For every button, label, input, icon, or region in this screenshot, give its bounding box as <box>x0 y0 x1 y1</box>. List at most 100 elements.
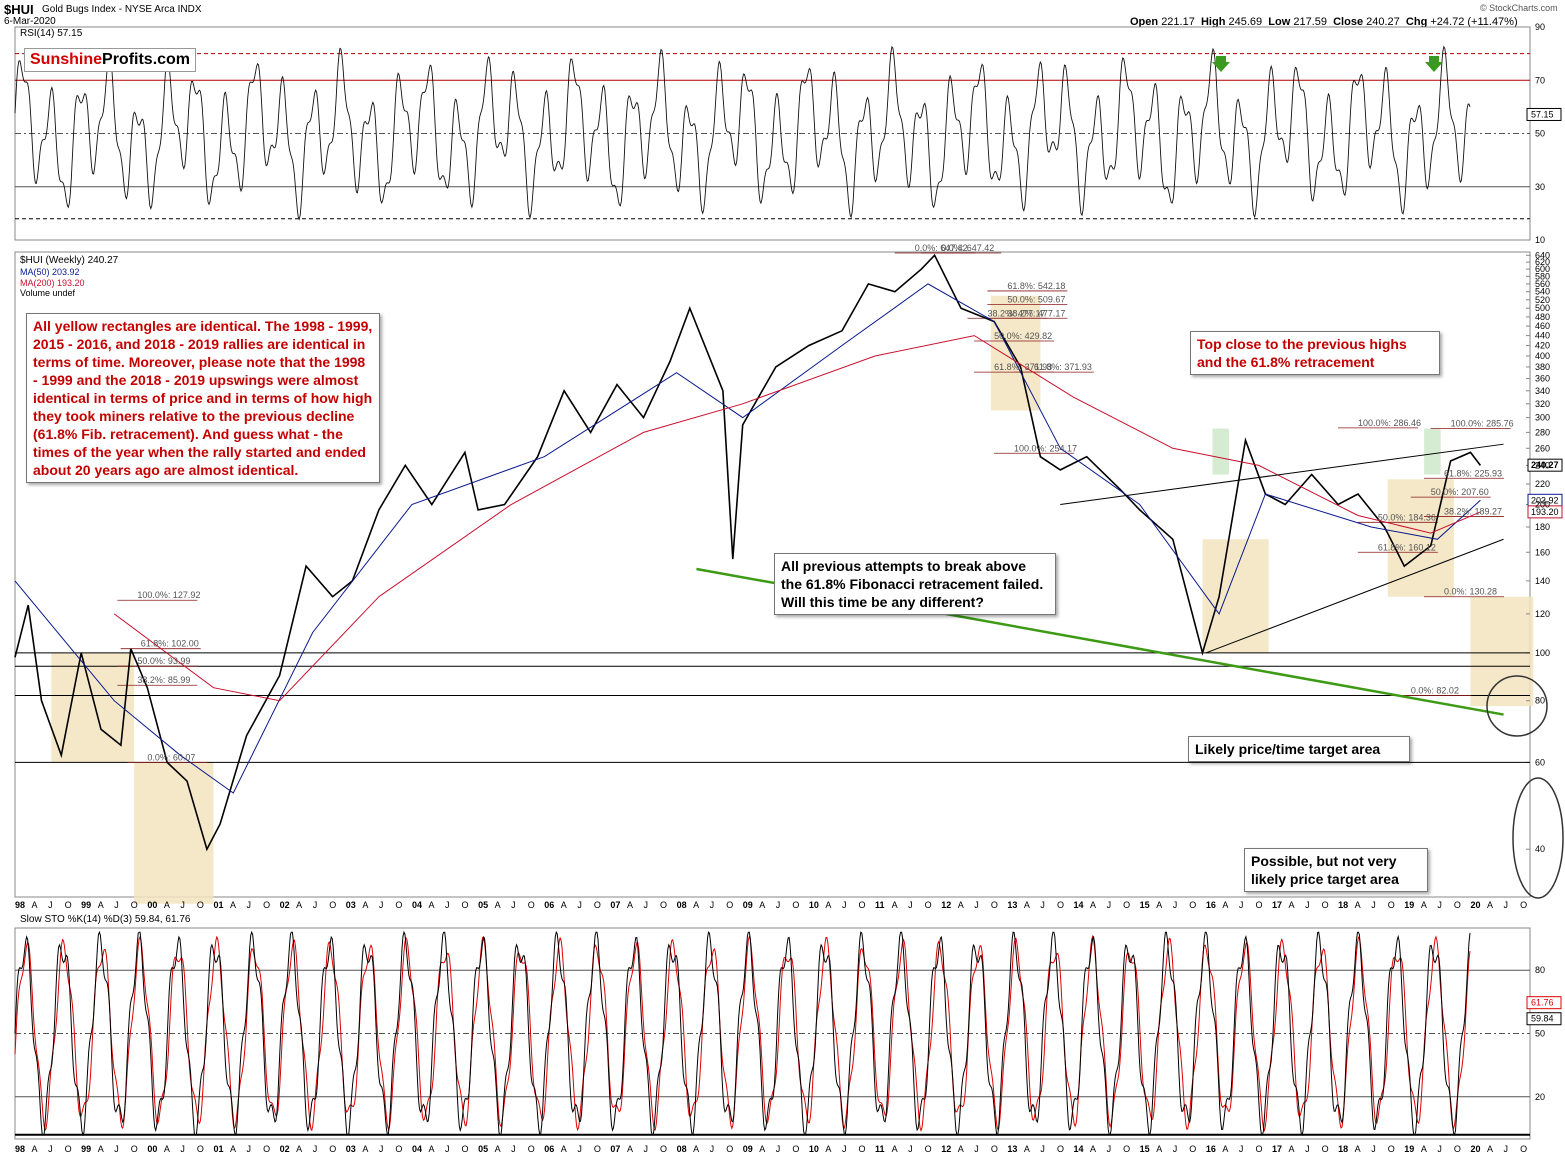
x-axis-label-bottom: 06 <box>544 1144 554 1154</box>
fib-label: 61.8%: 160.12 <box>1378 542 1436 552</box>
x-axis-label: A <box>1222 900 1228 910</box>
x-axis-label: 05 <box>478 900 488 910</box>
x-axis-label-bottom: A <box>98 1144 104 1154</box>
x-axis-label-bottom: O <box>1255 1144 1262 1154</box>
price-tick-label: 360 <box>1535 374 1550 384</box>
fib-label: 50.0%: 93.99 <box>137 656 190 666</box>
x-axis-label: A <box>561 900 567 910</box>
x-axis-label: A <box>1024 900 1030 910</box>
sto-d-line <box>14 934 1471 1133</box>
x-axis-label: O <box>1520 900 1527 910</box>
high-value: 245.69 <box>1228 16 1263 28</box>
sto-k-line <box>14 930 1471 1137</box>
x-axis-label-bottom: O <box>462 1144 469 1154</box>
price-tick-label: 640 <box>1535 250 1550 260</box>
x-axis-label-bottom: O <box>1057 1144 1064 1154</box>
volume-legend: Volume undef <box>20 288 76 298</box>
logo-part1: Sunshine <box>30 51 103 68</box>
x-axis-label-bottom: J <box>247 1144 252 1154</box>
annotation-top: Top close to the previous highs and the … <box>1190 331 1440 375</box>
price-tick-label: 500 <box>1535 303 1550 313</box>
resistance-line <box>1060 443 1504 505</box>
x-axis-label: J <box>379 900 384 910</box>
x-axis-label-bottom: 98 <box>15 1144 25 1154</box>
x-axis-label: A <box>627 900 633 910</box>
price-tick-label: 300 <box>1535 413 1550 423</box>
x-axis-label-bottom: O <box>1388 1144 1395 1154</box>
green-rectangle <box>1212 428 1229 475</box>
x-axis-label: J <box>114 900 119 910</box>
x-axis-label-bottom: A <box>958 1144 964 1154</box>
close-value: 240.27 <box>1366 16 1400 28</box>
stockcharts-credit: © StockCharts.com <box>1480 3 1558 13</box>
yellow-rectangle <box>990 295 1041 411</box>
x-axis-label-bottom: O <box>395 1144 402 1154</box>
x-axis-label-bottom: 01 <box>213 1144 223 1154</box>
x-axis-label-bottom: 04 <box>412 1144 422 1154</box>
x-axis-label-bottom: A <box>825 1144 831 1154</box>
chg-value: +24.72 (+11.47%) <box>1430 16 1518 28</box>
x-axis-label: O <box>991 900 998 910</box>
low-value: 217.59 <box>1293 16 1327 28</box>
x-axis-label: 07 <box>610 900 620 910</box>
price-tick-label: 340 <box>1535 386 1550 396</box>
x-axis-label: 18 <box>1338 900 1348 910</box>
fib-label: 0.0%: 130.28 <box>1444 587 1497 597</box>
sto-k-value-box <box>1526 1012 1562 1026</box>
sto-k-value: 59.84 <box>1531 1014 1554 1024</box>
x-axis-label-bottom: 10 <box>809 1144 819 1154</box>
price-tick-label: 280 <box>1535 427 1550 437</box>
x-axis-label: A <box>759 900 765 910</box>
x-axis-label: O <box>1189 900 1196 910</box>
x-axis-label-bottom: A <box>892 1144 898 1154</box>
x-axis-label: 17 <box>1272 900 1282 910</box>
fib-label: 50.0%: 207.60 <box>1431 487 1489 497</box>
price-legend: $HUI (Weekly) 240.27 <box>20 255 119 266</box>
x-axis-label: 15 <box>1140 900 1150 910</box>
x-axis-label-bottom: O <box>329 1144 336 1154</box>
fib-label: 61.8%: 542.18 <box>1007 281 1065 291</box>
x-axis-label-bottom: A <box>428 1144 434 1154</box>
x-axis-label: J <box>974 900 979 910</box>
x-axis-label: O <box>660 900 667 910</box>
x-axis-label: A <box>98 900 104 910</box>
fib-label: 50.0%: 184.36 <box>1378 512 1436 522</box>
sunshine-profits-logo: SunshineProfits.com <box>24 48 197 72</box>
fib-label: 0.0%: 60.07 <box>147 752 195 762</box>
fib-label: 100.0%: 286.46 <box>1358 418 1421 428</box>
x-axis-label-bottom: J <box>842 1144 847 1154</box>
x-axis-label: A <box>230 900 236 910</box>
x-axis-label-bottom: J <box>710 1144 715 1154</box>
fib-label: 38.2%: 85.99 <box>137 675 190 685</box>
ma50-legend: MA(50) 203.92 <box>20 267 80 277</box>
price-tick-label: 120 <box>1535 609 1550 619</box>
x-axis-label: O <box>594 900 601 910</box>
x-axis-label-bottom: J <box>1437 1144 1442 1154</box>
x-axis-label-bottom: O <box>65 1144 72 1154</box>
price-tick-label: 400 <box>1535 351 1550 361</box>
x-axis-label-bottom: 15 <box>1140 1144 1150 1154</box>
x-axis-label-bottom: O <box>1123 1144 1130 1154</box>
x-axis-label-bottom: O <box>925 1144 932 1154</box>
x-axis-label-bottom: A <box>32 1144 38 1154</box>
annotation-main: All yellow rectangles are identical. The… <box>26 313 380 483</box>
x-axis-label: A <box>428 900 434 910</box>
price-tick-label: 60 <box>1535 757 1545 767</box>
x-axis-label: 98 <box>15 900 25 910</box>
x-axis-label: A <box>32 900 38 910</box>
x-axis-label: J <box>313 900 318 910</box>
x-axis-label-bottom: 05 <box>478 1144 488 1154</box>
sto-legend: Slow STO %K(14) %D(3) 59.84, 61.76 <box>20 914 191 925</box>
x-axis-label-bottom: A <box>1289 1144 1295 1154</box>
x-axis-label: 11 <box>875 900 885 910</box>
x-axis-label: J <box>1173 900 1178 910</box>
x-axis-label-bottom: O <box>1520 1144 1527 1154</box>
x-axis-label-bottom: 99 <box>81 1144 91 1154</box>
chart-date: 6-Mar-2020 <box>4 16 56 27</box>
x-axis-label-bottom: A <box>1090 1144 1096 1154</box>
x-axis-label-bottom: O <box>263 1144 270 1154</box>
x-axis-label-bottom: J <box>1173 1144 1178 1154</box>
x-axis-label: A <box>1090 900 1096 910</box>
x-axis-label-bottom: A <box>1421 1144 1427 1154</box>
